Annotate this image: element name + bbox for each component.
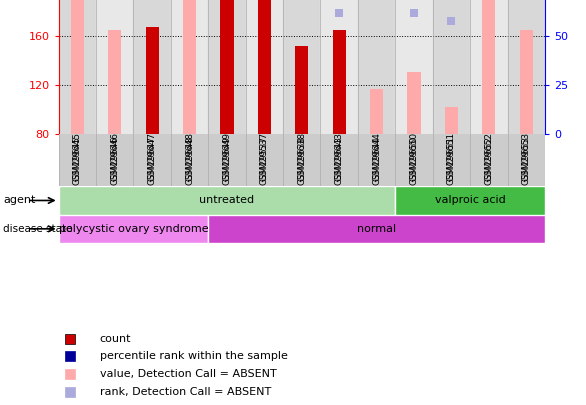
Bar [295, 46, 308, 134]
Bar [59, 215, 208, 243]
Bar [445, 107, 458, 134]
Text: GSM29645: GSM29645 [73, 136, 82, 185]
Text: GSM29650: GSM29650 [410, 136, 418, 185]
Bar [208, 215, 545, 243]
Text: GSM29644: GSM29644 [372, 136, 381, 185]
Text: value, Detection Call = ABSENT: value, Detection Call = ABSENT [100, 369, 277, 379]
Bar [482, 0, 495, 134]
Text: disease state: disease state [3, 224, 73, 234]
Text: GSM29653: GSM29653 [522, 136, 531, 185]
Bar [520, 30, 533, 134]
Bar [333, 30, 346, 134]
Bar [258, 0, 271, 134]
Text: GSM29651: GSM29651 [447, 136, 456, 185]
Text: normal: normal [357, 224, 396, 234]
Text: count: count [100, 334, 131, 343]
Bar [183, 0, 196, 134]
Bar [220, 0, 233, 134]
Bar [134, 0, 171, 134]
Text: GSM29652: GSM29652 [485, 136, 493, 185]
Text: GSM29647: GSM29647 [148, 136, 156, 185]
Text: GSM29537: GSM29537 [260, 136, 269, 185]
Bar [96, 0, 134, 134]
Bar [370, 89, 383, 134]
Bar [321, 0, 358, 134]
Text: GSM29643: GSM29643 [335, 136, 344, 185]
Bar [208, 0, 246, 134]
Bar [470, 0, 507, 134]
Bar [246, 0, 283, 134]
Text: agent: agent [3, 196, 35, 205]
Bar [396, 0, 432, 134]
Bar [396, 186, 545, 215]
Bar [71, 0, 84, 134]
Bar [407, 72, 421, 134]
Text: valproic acid: valproic acid [435, 196, 506, 205]
Text: GSM29649: GSM29649 [223, 136, 231, 185]
Bar [108, 30, 121, 134]
Bar [358, 0, 396, 134]
Text: GSM29648: GSM29648 [185, 136, 194, 185]
Text: polycystic ovary syndrome: polycystic ovary syndrome [59, 224, 208, 234]
Text: untreated: untreated [199, 196, 254, 205]
Text: percentile rank within the sample: percentile rank within the sample [100, 352, 288, 361]
Text: rank, Detection Call = ABSENT: rank, Detection Call = ABSENT [100, 387, 271, 397]
Bar [59, 186, 396, 215]
Text: GSM29646: GSM29646 [110, 136, 119, 185]
Bar [145, 27, 159, 134]
Bar [507, 0, 545, 134]
Bar [432, 0, 470, 134]
Bar [283, 0, 321, 134]
Bar [171, 0, 208, 134]
Text: GSM29638: GSM29638 [297, 136, 306, 185]
Bar [59, 0, 96, 134]
